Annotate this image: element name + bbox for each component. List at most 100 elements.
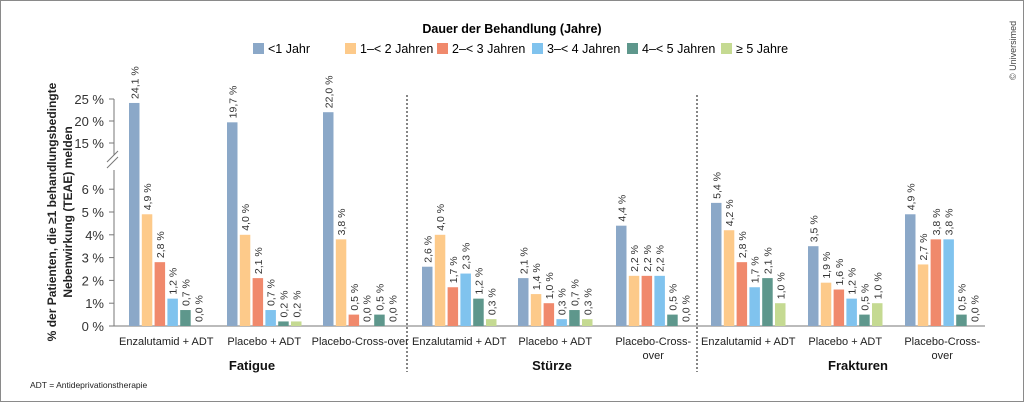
- data-label: 2,1 %: [762, 247, 774, 274]
- data-label: 4,9 %: [905, 183, 917, 210]
- y-tick-label: 1%: [85, 296, 104, 311]
- y-tick-label: 15 %: [74, 136, 104, 151]
- bar: [628, 275, 640, 326]
- y-tick-label: 0 %: [82, 319, 105, 334]
- bar: [460, 273, 471, 326]
- bars: 24,1 %4,9 %2,8 %1,2 % 0,7 %0,0 %19,7 %4,0…: [129, 66, 981, 327]
- y-tick-label: 6 %: [82, 182, 105, 197]
- data-label: 2,8 %: [737, 231, 749, 258]
- data-label: 1,0 %: [872, 272, 884, 299]
- data-label: 0,3 %: [557, 288, 569, 315]
- bar: [582, 319, 593, 326]
- bar: [833, 289, 845, 326]
- legend-item: 2–< 3 Jahren: [437, 42, 525, 56]
- data-label: 4,9 %: [142, 183, 154, 210]
- bar: [239, 234, 251, 326]
- category-label: Placebo + ADT: [808, 336, 882, 348]
- legend-item: 1–< 2 Jahren: [345, 42, 433, 56]
- bar: [846, 298, 857, 326]
- y-tick-label: 25 %: [74, 92, 104, 107]
- data-label: 1,2 %: [473, 268, 485, 295]
- y-tick-label: 2 %: [82, 273, 105, 288]
- data-label: 4,2 %: [724, 199, 736, 226]
- category-label: Placebo + ADT: [227, 336, 301, 348]
- data-label: 1,7 %: [448, 256, 460, 283]
- legend-swatch: [721, 43, 732, 54]
- legend-label: 4–< 5 Jahren: [642, 42, 715, 56]
- data-label: 0,5 %: [667, 284, 679, 311]
- bar: [530, 294, 542, 326]
- data-label: 0,5 %: [956, 284, 968, 311]
- legend-label: 2–< 3 Jahren: [452, 42, 525, 56]
- data-label: 0,0 %: [387, 295, 399, 322]
- bar: [775, 303, 786, 326]
- bar: [943, 239, 954, 326]
- bar: [667, 314, 678, 326]
- y-tick-label: 3 %: [82, 251, 105, 266]
- y-axis: 0 % 1% 2 % 3 % 4% 5 % 6 % 15 % 20 % 25 %: [74, 92, 985, 334]
- legend-swatch: [627, 43, 638, 54]
- data-label: 0,3 %: [486, 288, 498, 315]
- footnote: ADT = Antideprivationstherapie: [30, 380, 148, 390]
- data-label: 2,2 %: [642, 245, 654, 272]
- category-labels: Enzalutamid + ADT Placebo + ADT Placebo-Cr…: [119, 336, 980, 373]
- data-label: 0,5 %: [374, 284, 386, 311]
- data-label: 2,1 %: [518, 247, 530, 274]
- data-label: 0,7 %: [569, 279, 581, 306]
- legend-item: ≥ 5 Jahre: [721, 42, 788, 56]
- data-label: 2,2 %: [629, 245, 641, 272]
- legend-item: 4–< 5 Jahren: [627, 42, 715, 56]
- data-label: 1,2 %: [847, 268, 859, 295]
- bar: [736, 262, 748, 326]
- group-2: 5,4 %4,2 %2,8 %1,7 % 2,1 %1,0 %3,5 %1,9 %…: [711, 172, 981, 326]
- legend-swatch: [253, 43, 264, 54]
- category-label: Enzalutamid + ADT: [119, 336, 214, 348]
- y-axis-label-line1: % der Patienten, die ≥1 behandlungsbedin…: [45, 82, 59, 341]
- axis-break-mark: [106, 150, 119, 163]
- data-label: 0,7 %: [180, 279, 192, 306]
- bar: [265, 310, 276, 326]
- bar: [422, 266, 433, 326]
- bar: [167, 298, 178, 326]
- bar: [641, 275, 653, 326]
- bar: [227, 122, 238, 326]
- bar: [278, 321, 289, 326]
- y-tick-label: 4%: [85, 228, 104, 243]
- category-label: Placebo-Cross-over: [312, 336, 410, 348]
- bar: [180, 310, 191, 326]
- group-1: 2,6 %4,0 %1,7 %2,3 %1,2 %0,3 %2,1 %1,4 %…: [422, 195, 692, 326]
- bar: [616, 225, 627, 326]
- data-label: 0,2 %: [278, 291, 290, 318]
- bar: [323, 112, 334, 326]
- data-label: 2,6 %: [422, 236, 434, 263]
- data-label: 19,7 %: [227, 86, 239, 119]
- group-label: Frakturen: [828, 358, 888, 373]
- category-label: Enzalutamid + ADT: [701, 336, 796, 348]
- category-label: Placebo-Cross-: [615, 336, 691, 348]
- bar: [518, 278, 529, 326]
- data-label: 1,4 %: [531, 263, 543, 290]
- bar: [859, 314, 870, 326]
- group-label: Stürze: [532, 358, 572, 373]
- legend: Dauer der Behandlung (Jahre) <1 Jahr 1–< …: [253, 22, 788, 56]
- data-label: 3,8 %: [336, 209, 348, 236]
- bar: [956, 314, 967, 326]
- bar: [141, 214, 153, 326]
- y-axis-label-line2: Nebenwirkung (TEAE) melden: [61, 126, 75, 297]
- category-label: Placebo-Cross-: [904, 336, 980, 348]
- bar: [335, 239, 347, 326]
- data-label: 2,2 %: [655, 245, 667, 272]
- bar: [654, 275, 665, 326]
- data-label: 2,8 %: [155, 231, 167, 258]
- bar: [129, 102, 140, 327]
- data-label: 0,2 %: [291, 291, 303, 318]
- data-label: 4,4 %: [616, 195, 628, 222]
- bar: [569, 310, 580, 326]
- data-label: 1,2 %: [168, 268, 180, 295]
- legend-item: 3–< 4 Jahren: [532, 42, 620, 56]
- bar: [374, 314, 385, 326]
- bar: [820, 282, 832, 326]
- data-label: 3,5 %: [808, 215, 820, 242]
- data-label: 0,5 %: [859, 284, 871, 311]
